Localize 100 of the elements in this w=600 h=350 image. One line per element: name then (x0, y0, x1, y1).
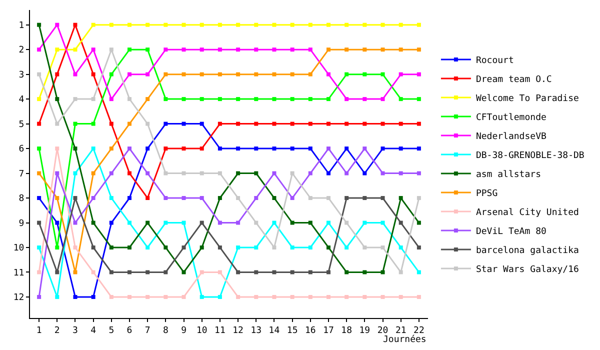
point (55, 294, 60, 299)
point (272, 97, 276, 102)
point (308, 171, 312, 176)
point (109, 122, 114, 126)
point (182, 97, 186, 102)
x-tick-label: 4 (90, 326, 96, 336)
point (308, 22, 312, 27)
point (272, 22, 276, 27)
point (416, 270, 421, 274)
point (416, 122, 421, 126)
point (146, 171, 150, 176)
point (73, 72, 78, 76)
point (200, 122, 204, 126)
point (380, 122, 385, 126)
point (164, 97, 168, 102)
line-series (37, 196, 421, 274)
point (37, 122, 42, 126)
legend-label: Rocourt (476, 56, 514, 66)
point (182, 270, 186, 274)
point (236, 146, 240, 151)
point (398, 122, 403, 126)
point (308, 270, 312, 274)
y-tick-label: 7 (18, 169, 24, 180)
point (73, 146, 78, 151)
point (326, 72, 330, 76)
point (272, 72, 276, 76)
point (55, 97, 60, 102)
point (109, 220, 114, 225)
point (182, 245, 186, 250)
point (109, 48, 114, 52)
point (91, 245, 96, 250)
point (380, 97, 385, 102)
point (164, 122, 168, 126)
point (380, 48, 385, 52)
legend-label: asm allstars (476, 170, 541, 180)
point (128, 146, 132, 151)
point (236, 22, 240, 27)
point (146, 270, 150, 274)
point (236, 196, 240, 200)
point (290, 196, 294, 200)
point (91, 220, 96, 225)
point (91, 48, 96, 52)
point (236, 245, 240, 250)
point (236, 48, 240, 52)
point (200, 171, 204, 176)
x-tick-label: 2 (54, 326, 60, 336)
point (362, 72, 367, 76)
point (182, 171, 186, 176)
point (416, 48, 421, 52)
point (362, 48, 367, 52)
point (200, 72, 204, 76)
point (146, 294, 150, 299)
point (200, 294, 204, 299)
point (290, 245, 294, 250)
point (128, 97, 132, 102)
point (272, 270, 276, 274)
point (344, 220, 349, 225)
point (254, 48, 258, 52)
point (398, 171, 403, 176)
legend-label: DB-38-GRENOBLE-38-DB (476, 151, 584, 162)
point (254, 72, 258, 76)
point (37, 220, 42, 225)
point (55, 270, 60, 274)
point (326, 245, 330, 250)
point (200, 245, 204, 250)
point (128, 245, 132, 250)
point (254, 196, 258, 200)
point (326, 220, 330, 225)
point (272, 245, 276, 250)
point (73, 294, 78, 299)
point (182, 72, 186, 76)
point (326, 22, 330, 27)
point (73, 245, 78, 250)
point (380, 72, 385, 76)
point (91, 196, 96, 200)
point (254, 122, 258, 126)
point (200, 97, 204, 102)
point (182, 146, 186, 151)
point (109, 22, 114, 27)
point (236, 97, 240, 102)
point (308, 97, 312, 102)
point (146, 146, 150, 151)
point (55, 220, 60, 225)
point (380, 22, 385, 27)
x-tick-label: 15 (286, 326, 298, 336)
point (362, 22, 367, 27)
point (164, 220, 168, 225)
point (398, 146, 403, 151)
point (254, 245, 258, 250)
point (200, 270, 204, 274)
point (182, 196, 186, 200)
point (218, 97, 222, 102)
point (344, 270, 349, 274)
point (146, 122, 150, 126)
point (91, 72, 96, 76)
point (290, 270, 294, 274)
x-tick-label: 1 (36, 326, 42, 336)
point (146, 220, 150, 225)
point (128, 171, 132, 176)
point (398, 220, 403, 225)
